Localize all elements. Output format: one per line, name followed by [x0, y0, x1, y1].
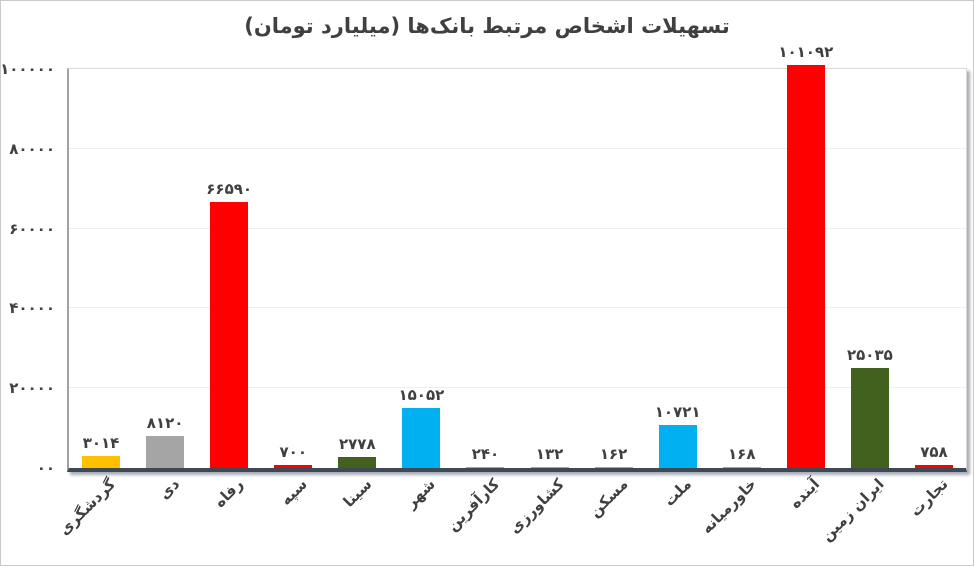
y-axis-tick-label-100000: ۱۰۰۰۰۰: [0, 60, 55, 78]
bar-آینده: [786, 64, 825, 468]
bar-value-label-ایران زمین: ۲۵۰۳۵: [847, 346, 893, 365]
y-axis-tick-label-80000: ۸۰۰۰۰: [9, 139, 55, 158]
plot-area: [67, 64, 967, 472]
x-axis-label-شهر: شهر: [402, 475, 440, 512]
bar-value-label-ملت: ۱۰۷۲۱: [654, 403, 701, 422]
bar-value-label-سپه: ۷۰۰: [279, 443, 307, 462]
bar-value-label-سینا: ۲۷۷۸: [339, 434, 376, 453]
bar-value-label-گردشگری: ۳۰۱۴: [82, 433, 120, 452]
bar-ایران زمین: [850, 368, 889, 468]
bar-مسکن: [594, 467, 633, 468]
x-axis-label-ملت: ملت: [660, 475, 696, 510]
gridline-40000: [69, 307, 966, 309]
x-axis-label-سپه: سپه: [277, 475, 311, 509]
x-axis-label-کارآفرین: کارآفرین: [443, 475, 504, 535]
x-axis-label-تجارت: تجارت: [906, 475, 952, 521]
y-axis-tick-label-20000: ۲۰۰۰۰: [9, 379, 55, 398]
bar-value-label-رفاه: ۶۶۵۹۰: [206, 180, 253, 199]
bar-value-label-آینده: ۱۰۱۰۹۲: [778, 42, 834, 61]
bar-دی: [146, 435, 185, 468]
bar-value-label-دی: ۸۱۲۰: [146, 413, 184, 432]
x-axis-label-رفاه: رفاه: [210, 475, 247, 512]
bar-سینا: [338, 456, 377, 468]
x-axis-label-خاورمیانه: خاورمیانه: [697, 475, 760, 538]
bar-شهر: [402, 407, 441, 468]
bar-کشاورزی: [530, 467, 569, 468]
gridline-20000: [69, 387, 966, 389]
y-axis-tick-label-40000: ۴۰۰۰۰: [9, 299, 55, 318]
bar-گردشگری: [82, 455, 121, 468]
bar-value-label-مسکن: ۱۶۲: [599, 445, 628, 464]
bar-خاورمیانه: [722, 467, 761, 468]
bar-کارآفرین: [466, 467, 505, 468]
x-axis-label-آینده: آینده: [786, 475, 824, 513]
x-axis-label-ایران زمین: ایران زمین: [817, 475, 888, 545]
x-axis-label-کشاورزی: کشاورزی: [505, 475, 568, 538]
bar-value-label-خاورمیانه: ۱۶۸: [728, 445, 756, 464]
x-axis-label-دی: دی: [154, 475, 183, 503]
x-axis-label-مسکن: مسکن: [585, 475, 632, 521]
y-axis-tick-label-0: ۰۰: [36, 459, 55, 477]
bar-value-label-تجارت: ۷۵۸: [920, 442, 948, 461]
bar-value-label-کشاورزی: ۱۳۲: [535, 445, 564, 464]
bar-سپه: [274, 465, 313, 468]
y-axis-tick-label-60000: ۶۰۰۰۰: [9, 219, 55, 238]
gridline-80000: [69, 147, 966, 149]
bar-تجارت: [914, 464, 953, 468]
bar-ملت: [658, 425, 697, 468]
x-axis-label-گردشگری: گردشگری: [54, 475, 119, 539]
gridline-60000: [69, 227, 966, 229]
bar-رفاه: [210, 202, 249, 468]
chart-title: تسهیلات اشخاص مرتبط بانک‌ها (میلیارد توم…: [244, 14, 730, 38]
bar-value-label-شهر: ۱۵۰۵۲: [398, 385, 445, 404]
x-axis-label-سینا: سینا: [339, 475, 376, 511]
bar-value-label-کارآفرین: ۲۴۰: [471, 445, 500, 464]
